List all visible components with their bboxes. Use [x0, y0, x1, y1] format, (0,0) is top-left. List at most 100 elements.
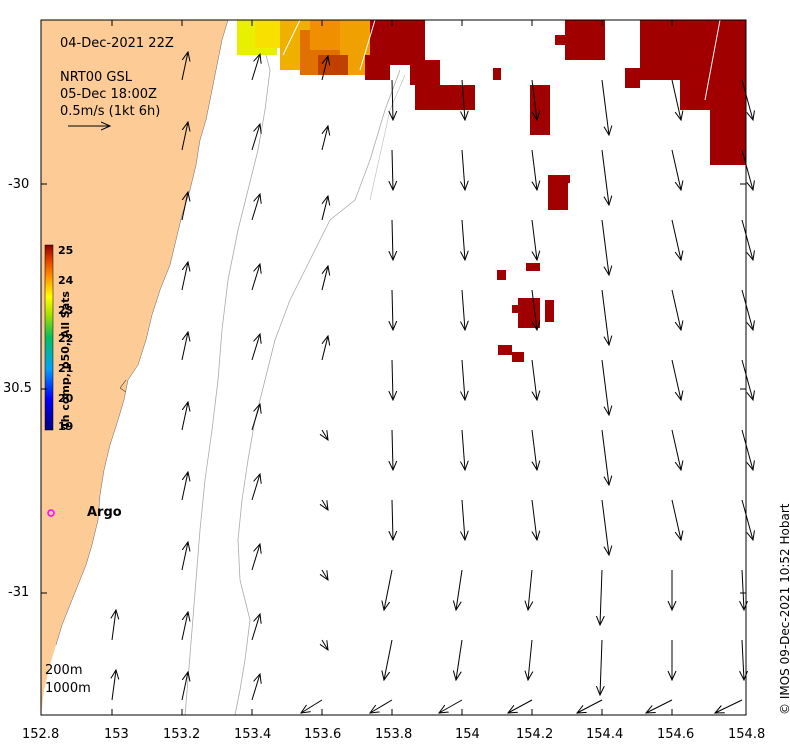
current-vector-arrow [462, 289, 465, 330]
current-vector-arrow [251, 194, 260, 221]
current-vector-arrow [251, 124, 260, 151]
current-vector-arrow [528, 569, 532, 610]
argo-label: Argo [87, 505, 122, 520]
current-vector-arrow [392, 219, 393, 260]
colorbar-tick: 20 [58, 392, 74, 405]
current-vector-arrow [251, 404, 260, 431]
current-vector-arrow [671, 149, 681, 190]
vector-scale-label: 0.5m/s (1kt 6h) [60, 104, 161, 119]
x-tick-label: 152.8 [22, 727, 60, 742]
isobath-200m [184, 24, 271, 716]
current-vector-arrow [532, 289, 537, 330]
current-vector-arrow [112, 670, 116, 701]
isobath-1000m [234, 69, 401, 716]
x-tick-label: 154.6 [657, 727, 695, 742]
current-vector-arrow [741, 429, 753, 470]
current-vector-arrow [671, 359, 681, 400]
credit-label: © IMOS 09-Dec-2021 10:52 Hobart [778, 503, 790, 715]
x-tick-label: 153.4 [234, 727, 272, 742]
y-tick-label: -30 [8, 177, 30, 192]
current-vector-arrow [508, 699, 533, 713]
x-tick-label: 153.6 [304, 727, 342, 742]
current-vector-arrow [181, 262, 188, 291]
current-vector-arrow [456, 569, 463, 610]
current-vector-arrow [251, 54, 260, 81]
current-vector-arrow [462, 219, 465, 260]
depth-label-1000m: 1000m [45, 681, 91, 696]
coastline-land [41, 20, 228, 715]
current-vector-arrow [671, 289, 681, 330]
current-vector-arrow [251, 614, 260, 641]
current-vector-arrow [251, 334, 260, 361]
current-vector-arrow [392, 499, 393, 540]
current-vector-arrow [181, 402, 188, 431]
current-vector-arrow [251, 474, 260, 501]
current-vector-arrow [251, 264, 260, 291]
current-vector-arrow [601, 289, 609, 345]
current-vector-arrow [601, 79, 609, 135]
x-tick-label: 153 [104, 727, 129, 742]
current-vector-arrow [532, 79, 537, 120]
current-vector-arrow [532, 359, 537, 400]
y-tick-label: -31 [8, 585, 30, 600]
colorbar-tick: 23 [58, 304, 74, 317]
current-vector-arrow [601, 429, 609, 485]
current-vector-arrow [601, 499, 609, 555]
colorbar-tick: 19 [58, 420, 74, 433]
current-vector-arrow [322, 429, 328, 440]
current-vector-arrow [181, 542, 188, 571]
current-vector-arrow [251, 544, 260, 571]
current-vector-arrow [462, 429, 465, 470]
current-vector-arrow [181, 52, 188, 81]
current-vector-arrow [181, 472, 188, 501]
current-vector-arrow [741, 289, 753, 330]
colorbar-tick: 25 [58, 244, 74, 257]
current-vector-arrow [181, 672, 188, 701]
current-vector-arrow [601, 219, 609, 275]
current-vector-arrow [112, 610, 116, 641]
current-vector-arrow [462, 359, 465, 400]
current-vector-arrow [741, 219, 753, 260]
current-vector-arrow [600, 569, 602, 625]
current-vector-arrow [646, 699, 673, 713]
current-vector-arrow [741, 79, 753, 120]
current-vector-arrow [370, 699, 393, 713]
currents-time-label: 05-Dec 18:00Z [60, 87, 157, 102]
current-vector-arrow [601, 359, 609, 415]
current-vector-arrow [439, 699, 463, 713]
currents-source-label: NRT00 GSL [60, 70, 132, 85]
current-vector-arrow [528, 639, 532, 680]
current-vector-arrow [742, 569, 744, 610]
current-vector-arrow [715, 699, 743, 713]
current-vector-arrow [181, 332, 188, 361]
current-vector-arrow [532, 429, 537, 470]
colorbar-tick: 21 [58, 362, 74, 375]
current-vector-arrow [741, 359, 753, 400]
current-vector-arrow [384, 639, 393, 680]
current-vector-arrow [384, 569, 393, 610]
current-vector-arrow [671, 79, 681, 120]
current-vector-arrow [321, 56, 328, 81]
colorbar [44, 244, 54, 431]
current-vector-arrow [321, 196, 328, 221]
current-vector-arrow [671, 429, 681, 470]
current-vector-arrow [741, 499, 753, 540]
map-frame [40, 19, 747, 716]
current-vector-arrow [577, 699, 603, 713]
argo-marker-icon [47, 509, 55, 517]
x-tick-label: 154.4 [586, 727, 624, 742]
current-vector-arrow [532, 149, 537, 190]
current-vector-arrow [321, 336, 328, 361]
current-vector-arrow [741, 149, 753, 190]
current-vector-arrow [181, 192, 188, 221]
current-vector-arrow [462, 149, 465, 190]
current-vector-arrow [251, 674, 260, 701]
current-vector-arrow [462, 79, 465, 120]
sst-gradient-patch [237, 20, 746, 362]
current-vector-arrow [600, 639, 602, 695]
depth-label-200m: 200m [45, 663, 83, 678]
current-vector-arrow [321, 266, 328, 291]
timestamp-label: 04-Dec-2021 22Z [60, 36, 174, 51]
current-vectors [112, 52, 753, 713]
